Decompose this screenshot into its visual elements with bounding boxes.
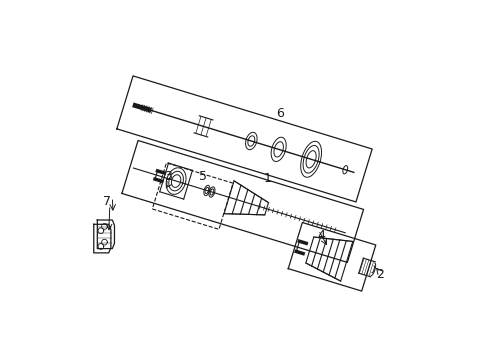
Text: 6: 6	[276, 107, 284, 120]
Text: 5: 5	[199, 170, 207, 183]
Text: 7: 7	[103, 195, 111, 208]
Text: 3: 3	[163, 170, 171, 183]
Text: 1: 1	[263, 172, 271, 185]
Text: 4: 4	[317, 229, 325, 242]
Text: 2: 2	[376, 268, 384, 281]
